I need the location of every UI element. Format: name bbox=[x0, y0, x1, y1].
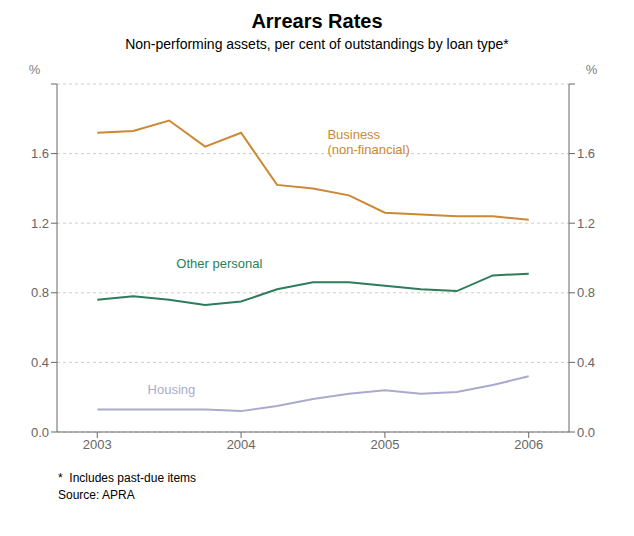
html-text:Source: APRA: Source: APRA bbox=[58, 488, 135, 502]
svg-text:2004: 2004 bbox=[227, 437, 256, 452]
svg-text:1.6: 1.6 bbox=[577, 146, 595, 161]
svg-text:0.4: 0.4 bbox=[31, 355, 49, 370]
svg-text:Housing: Housing bbox=[148, 381, 196, 396]
svg-text:0.8: 0.8 bbox=[577, 285, 595, 300]
svg-text:1.2: 1.2 bbox=[31, 216, 49, 231]
svg-text:1.2: 1.2 bbox=[577, 216, 595, 231]
svg-text:Business(non-financial): Business(non-financial) bbox=[327, 126, 409, 157]
svg-text:%: % bbox=[29, 62, 41, 77]
svg-text:0.8: 0.8 bbox=[31, 285, 49, 300]
svg-text:0.0: 0.0 bbox=[31, 425, 49, 440]
svg-text:0.0: 0.0 bbox=[577, 425, 595, 440]
html-text:Arrears Rates: Arrears Rates bbox=[251, 10, 383, 32]
svg-text:0.4: 0.4 bbox=[577, 355, 595, 370]
svg-text:2003: 2003 bbox=[83, 437, 112, 452]
svg-text:2006: 2006 bbox=[514, 437, 543, 452]
html-text:Non-performing assets, per cen: Non-performing assets, per cent of outst… bbox=[125, 36, 509, 52]
svg-text:%: % bbox=[586, 62, 598, 77]
svg-text:Other personal: Other personal bbox=[176, 256, 262, 271]
html-text:* Includes past-due items: * Includes past-due items bbox=[58, 471, 197, 485]
svg-text:2005: 2005 bbox=[370, 437, 399, 452]
svg-text:1.6: 1.6 bbox=[31, 146, 49, 161]
